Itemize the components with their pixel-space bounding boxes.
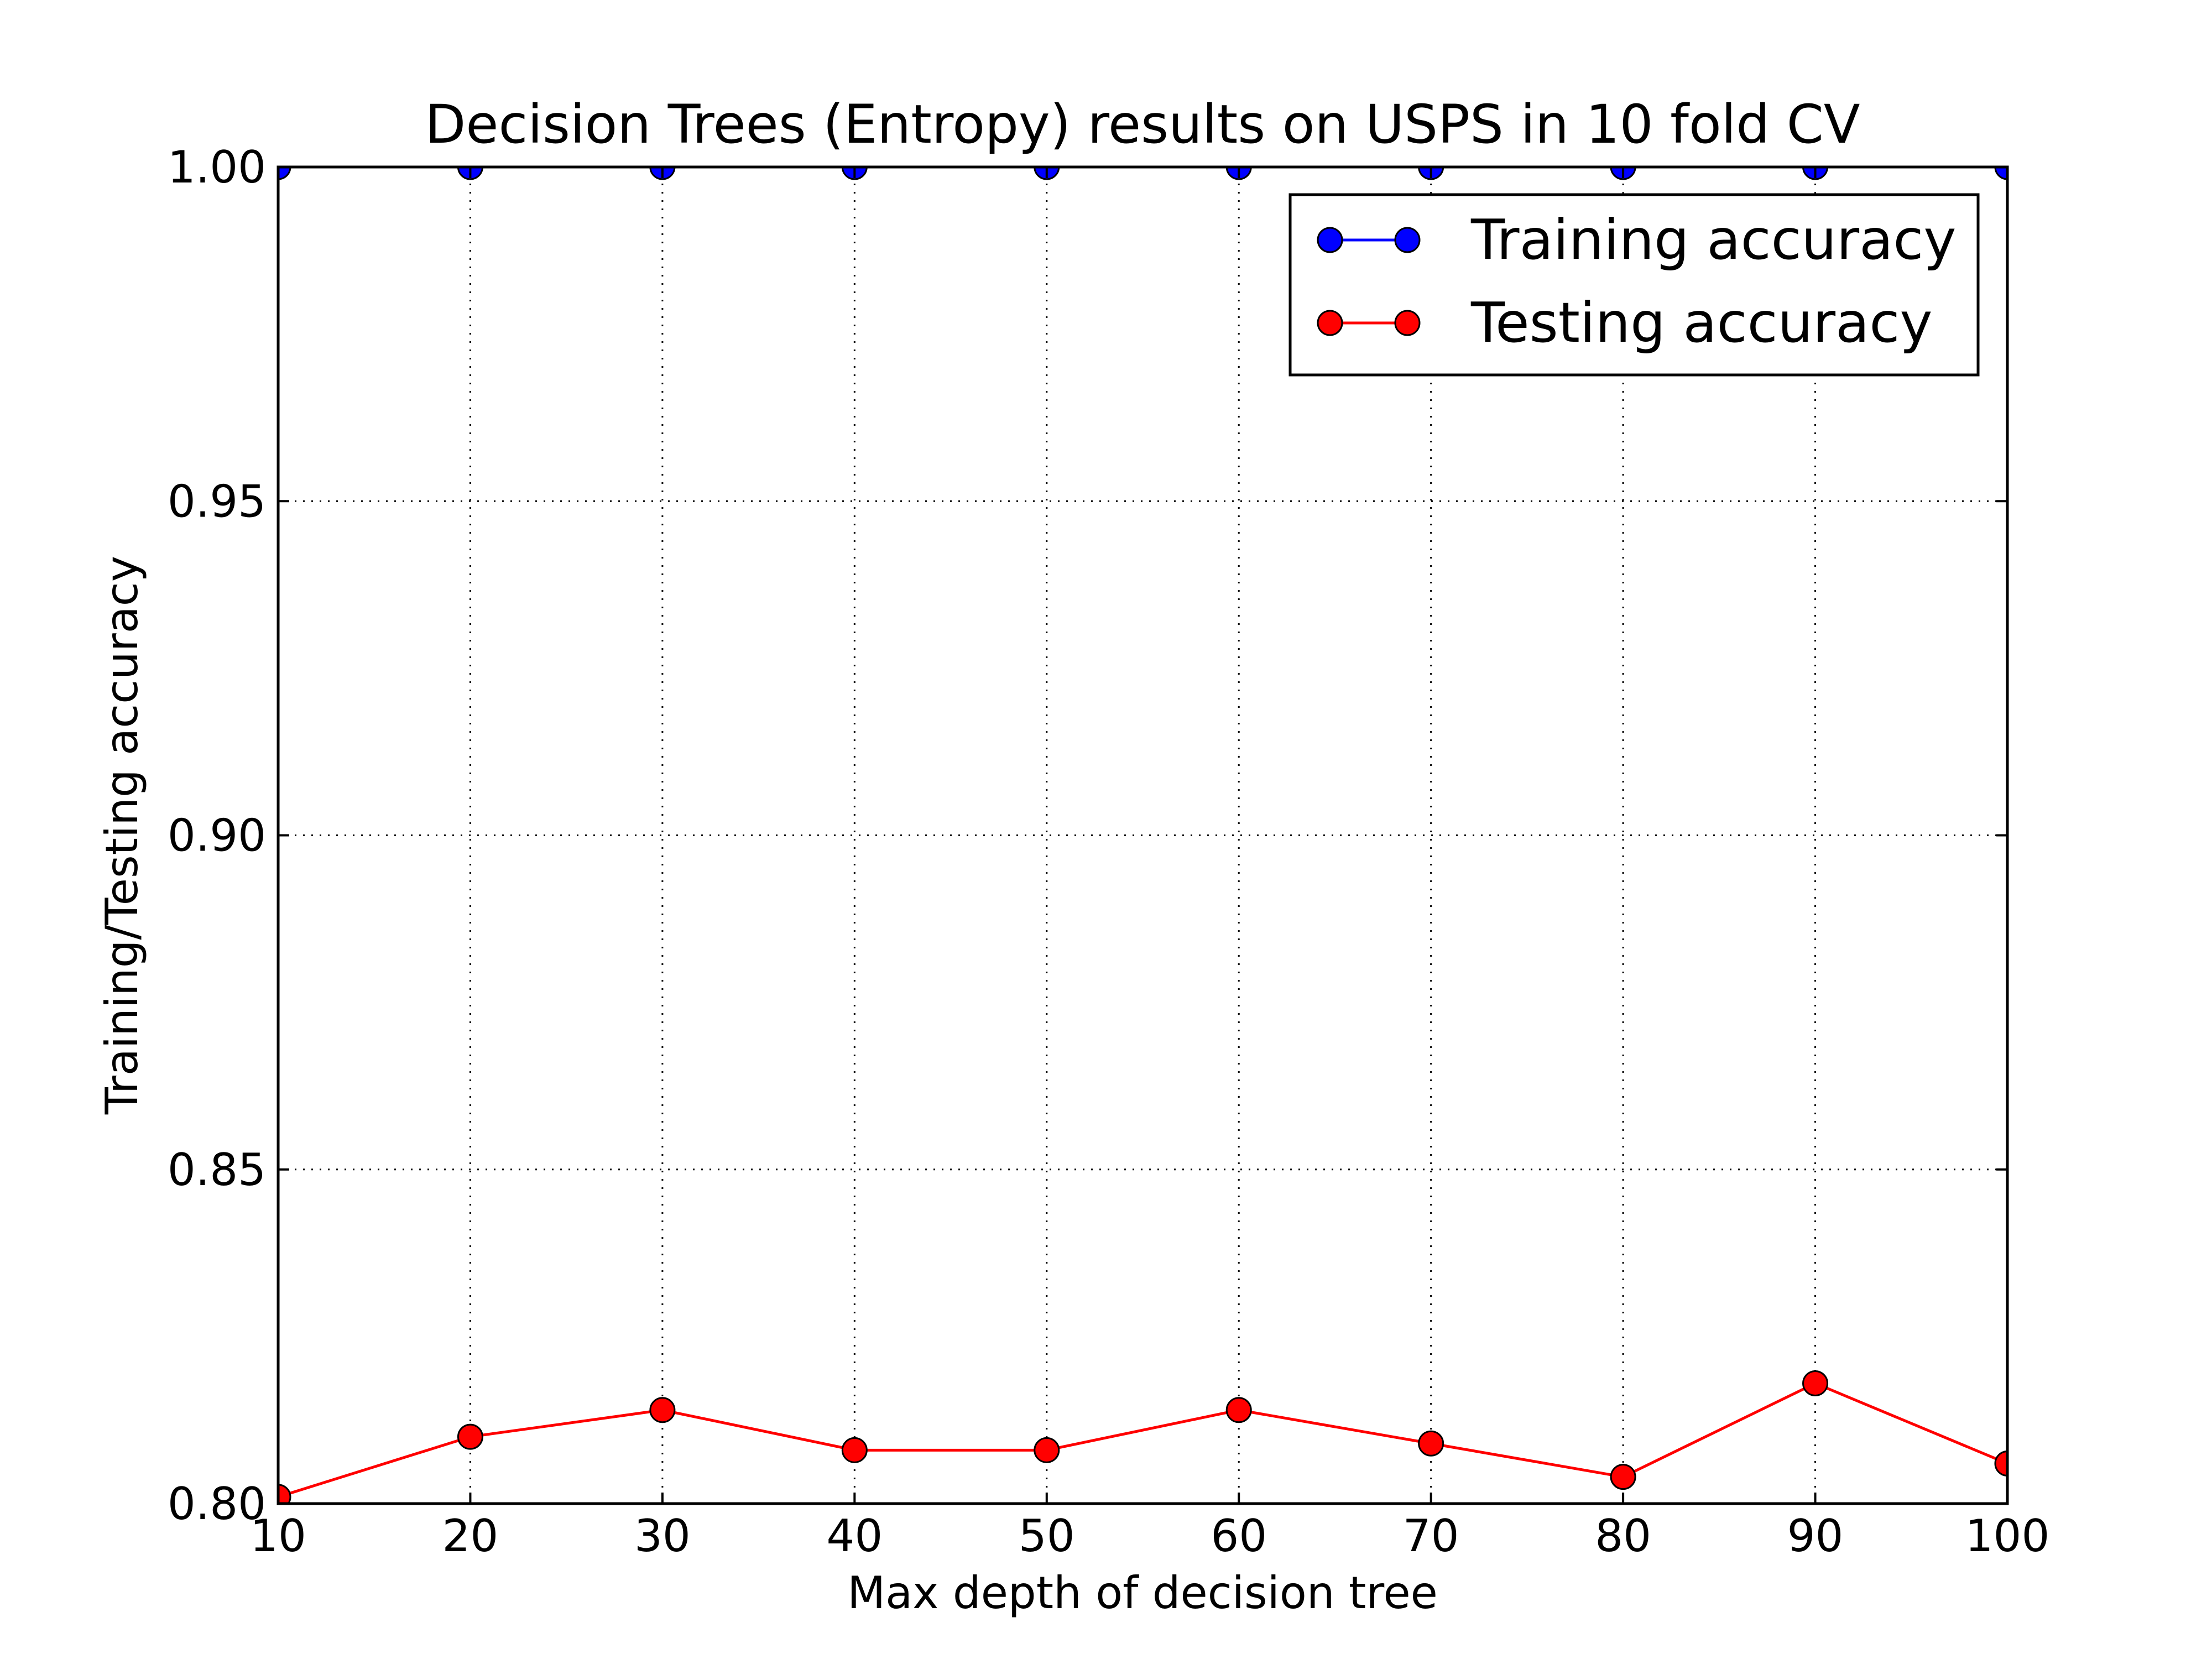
y-tick-label: 1.00 [168, 142, 266, 193]
x-tick-label: 70 [1403, 1510, 1459, 1562]
data-point-training [1994, 167, 2007, 180]
data-point-testing [457, 1423, 483, 1450]
y-tick-label: 0.95 [168, 476, 266, 527]
data-point-training [278, 167, 291, 180]
data-point-testing [1994, 1450, 2007, 1477]
ticks: 10 20 30 40 50 60 70 80 90 100 0.80 0.85 0.90 0.95 1.0… [168, 142, 2049, 1562]
x-tick-label: 30 [634, 1510, 691, 1562]
chart-title: Decision Trees (Entropy) results on USPS… [425, 93, 1860, 155]
series-line-testing [278, 1381, 2007, 1499]
x-tick-label: 80 [1595, 1510, 1651, 1562]
legend-box [1288, 193, 1980, 377]
x-tick-label: 50 [1019, 1510, 1075, 1562]
data-point-testing [1034, 1437, 1060, 1463]
x-tick-label: 90 [1787, 1510, 1844, 1562]
data-point-testing [278, 1484, 291, 1504]
legend-marker-testing [1394, 310, 1421, 336]
legend: Training accuracy Testing accuracy [1288, 193, 1980, 377]
y-tick-label: 0.80 [168, 1478, 266, 1530]
data-point-testing [841, 1437, 868, 1463]
data-point-testing [1418, 1430, 1444, 1457]
series-layer [278, 167, 2007, 1504]
x-tick-label: 100 [1965, 1510, 2050, 1562]
legend-entry-testing: Testing accuracy [1317, 290, 1933, 355]
legend-label-training: Training accuracy [1470, 207, 1957, 272]
legend-marker-training [1394, 227, 1421, 253]
y-tick-label: 0.85 [168, 1144, 266, 1196]
data-point-testing [1610, 1464, 1636, 1490]
y-axis-label: Training/Testing accuracy [96, 556, 148, 1115]
y-tick-label: 0.90 [168, 810, 266, 862]
x-tick-label: 20 [442, 1510, 499, 1562]
x-axis-label: Max depth of decision tree [847, 1567, 1438, 1619]
data-point-testing [1802, 1370, 1829, 1396]
legend-label-testing: Testing accuracy [1470, 290, 1933, 355]
data-point-testing [649, 1397, 676, 1423]
legend-marker-testing [1317, 310, 1343, 336]
x-tick-label: 10 [250, 1510, 306, 1562]
data-point-testing [1225, 1397, 1252, 1423]
legend-marker-training [1317, 227, 1343, 253]
legend-entry-training: Training accuracy [1317, 207, 1957, 272]
x-tick-label: 40 [826, 1510, 883, 1562]
x-tick-label: 60 [1211, 1510, 1267, 1562]
plot-area [278, 167, 2007, 1504]
series-group [278, 167, 2007, 1504]
